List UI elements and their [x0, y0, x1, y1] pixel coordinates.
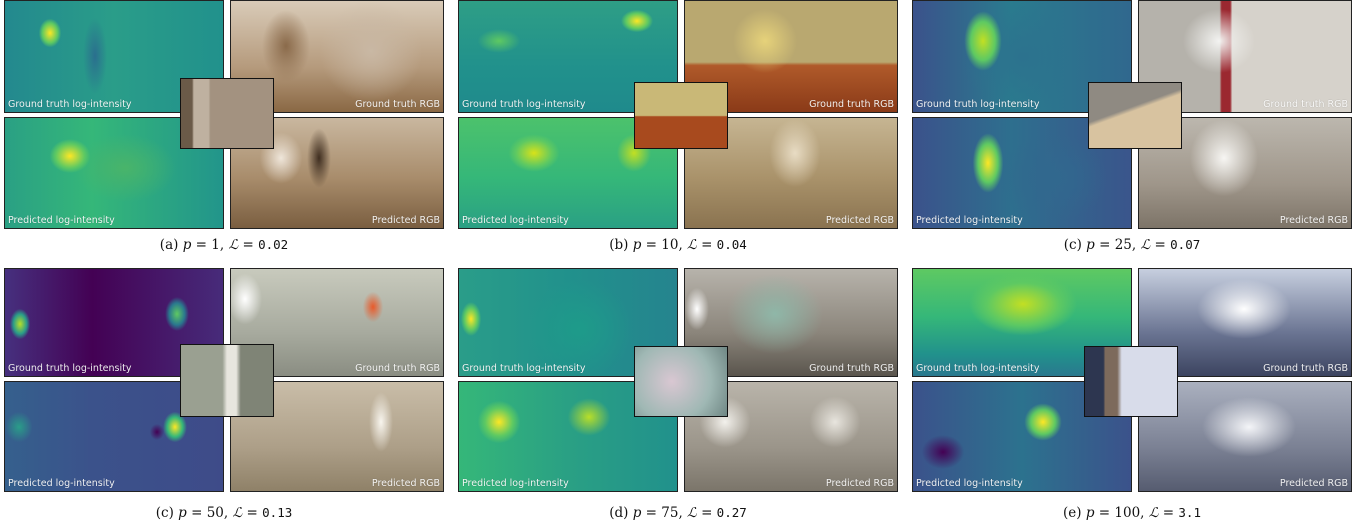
- gt-rgb-panorama: Ground truth RGB: [684, 268, 898, 377]
- pred-rgb-label: Predicted RGB: [825, 215, 894, 226]
- pred-intensity-label: Predicted log-intensity: [916, 215, 1023, 226]
- input-crop-image: [634, 346, 728, 417]
- caption-b: (b) p = 10, ℒ = 0.04: [609, 237, 747, 253]
- pred-rgb-label: Predicted RGB: [371, 478, 440, 489]
- input-crop-image: [180, 78, 274, 149]
- gt-intensity-map: Ground truth log-intensity: [4, 0, 224, 113]
- panel-d: Ground truth log-intensity Ground truth …: [458, 268, 898, 528]
- pred-intensity-label: Predicted log-intensity: [8, 215, 115, 226]
- panel-c-p25: Ground truth log-intensity Ground truth …: [912, 0, 1352, 260]
- caption-e: (e) p = 100, ℒ = 3.1: [1063, 505, 1201, 521]
- pred-intensity-map: Predicted log-intensity: [912, 117, 1132, 229]
- gt-rgb-label: Ground truth RGB: [809, 363, 894, 374]
- pred-intensity-label: Predicted log-intensity: [462, 478, 569, 489]
- caption-a: (a) p = 1, ℒ = 0.02: [159, 237, 289, 253]
- panel-e: Ground truth log-intensity Ground truth …: [912, 268, 1352, 528]
- gt-intensity-label: Ground truth log-intensity: [462, 363, 586, 374]
- gt-intensity-label: Ground truth log-intensity: [8, 363, 132, 374]
- pred-rgb-label: Predicted RGB: [1279, 215, 1348, 226]
- gt-rgb-label: Ground truth RGB: [1263, 363, 1348, 374]
- caption-c-p25: (c) p = 25, ℒ = 0.07: [1063, 237, 1201, 253]
- gt-intensity-label: Ground truth log-intensity: [8, 99, 132, 110]
- gt-rgb-label: Ground truth RGB: [355, 99, 440, 110]
- gt-intensity-label: Ground truth log-intensity: [916, 99, 1040, 110]
- panel-b: Ground truth log-intensity Ground truth …: [458, 0, 898, 260]
- pred-rgb-label: Predicted RGB: [825, 478, 894, 489]
- input-crop-image: [634, 82, 728, 149]
- pred-intensity-map: Predicted log-intensity: [4, 381, 224, 492]
- input-crop-image: [1084, 346, 1178, 417]
- pred-intensity-label: Predicted log-intensity: [8, 478, 115, 489]
- gt-rgb-label: Ground truth RGB: [1263, 99, 1348, 110]
- gt-intensity-label: Ground truth log-intensity: [916, 363, 1040, 374]
- caption-c-p50: (c) p = 50, ℒ = 0.13: [155, 505, 293, 521]
- pred-intensity-label: Predicted log-intensity: [462, 215, 569, 226]
- gt-rgb-label: Ground truth RGB: [355, 363, 440, 374]
- input-crop-image: [1088, 82, 1182, 149]
- pred-rgb-label: Predicted RGB: [371, 215, 440, 226]
- gt-intensity-label: Ground truth log-intensity: [462, 99, 586, 110]
- caption-d: (d) p = 75, ℒ = 0.27: [609, 505, 747, 521]
- panel-a: Ground truth log-intensity Ground truth …: [4, 0, 444, 260]
- pred-rgb-panorama: Predicted RGB: [230, 117, 444, 229]
- pred-rgb-label: Predicted RGB: [1279, 478, 1348, 489]
- panel-c-p50: Ground truth log-intensity Ground truth …: [4, 268, 444, 528]
- gt-rgb-label: Ground truth RGB: [809, 99, 894, 110]
- pred-intensity-label: Predicted log-intensity: [916, 478, 1023, 489]
- input-crop-image: [180, 344, 274, 417]
